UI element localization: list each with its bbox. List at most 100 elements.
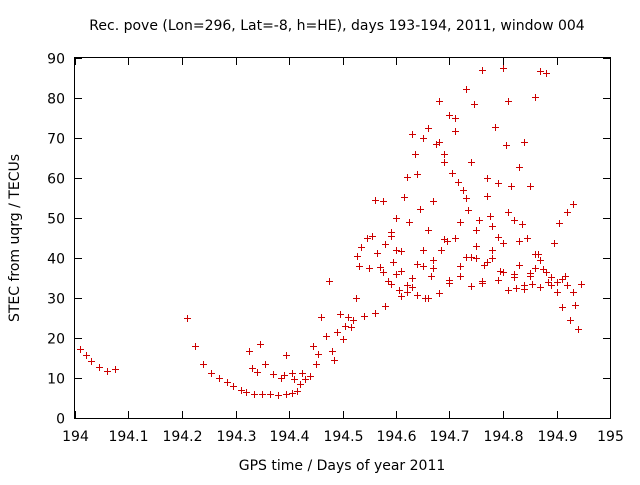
data-point xyxy=(83,352,90,359)
data-point xyxy=(224,379,231,386)
x-tick-label: 194.1 xyxy=(108,429,148,445)
data-point xyxy=(436,139,443,146)
data-point xyxy=(315,351,322,358)
data-point xyxy=(473,227,480,234)
data-point xyxy=(388,281,395,288)
data-point xyxy=(259,391,266,398)
data-point xyxy=(366,265,373,272)
data-point xyxy=(398,293,405,300)
data-point xyxy=(409,275,416,282)
data-point xyxy=(104,368,111,375)
y-tick-label: 0 xyxy=(56,412,65,428)
data-point xyxy=(540,266,547,273)
data-point xyxy=(420,135,427,142)
data-point xyxy=(356,263,363,270)
data-point xyxy=(452,128,459,135)
data-point xyxy=(543,70,550,77)
y-tick-label: 90 xyxy=(47,52,65,68)
data-point xyxy=(283,391,290,398)
data-point xyxy=(559,276,566,283)
data-point xyxy=(473,243,480,250)
data-point xyxy=(457,263,464,270)
data-point xyxy=(243,389,250,396)
data-point xyxy=(441,236,448,243)
data-point xyxy=(364,235,371,242)
data-point xyxy=(468,283,475,290)
data-point xyxy=(511,217,518,224)
x-tick-label: 194.8 xyxy=(483,429,523,445)
data-point xyxy=(455,179,462,186)
data-point xyxy=(412,151,419,158)
data-point xyxy=(513,285,520,292)
data-point xyxy=(489,247,496,254)
data-point xyxy=(516,164,523,171)
x-tick-label: 194 xyxy=(62,429,89,445)
data-point xyxy=(463,254,470,261)
data-point xyxy=(283,352,290,359)
data-point xyxy=(463,86,470,93)
x-axis-label: GPS time / Days of year 2011 xyxy=(239,458,446,474)
data-point xyxy=(441,151,448,158)
data-point xyxy=(457,273,464,280)
data-point xyxy=(404,174,411,181)
data-point xyxy=(334,329,341,336)
data-point xyxy=(524,235,531,242)
data-point xyxy=(479,67,486,74)
data-point xyxy=(112,366,119,373)
data-point xyxy=(369,233,376,240)
data-point xyxy=(430,198,437,205)
data-point xyxy=(500,240,507,247)
data-point xyxy=(313,361,320,368)
data-point xyxy=(465,207,472,214)
data-point xyxy=(420,263,427,270)
data-point xyxy=(489,223,496,230)
data-point xyxy=(382,303,389,310)
data-point xyxy=(532,265,539,272)
x-tick-label: 194.5 xyxy=(323,429,363,445)
y-axis-label: STEC from uqrg / TECUs xyxy=(7,154,23,322)
data-point xyxy=(337,311,344,318)
data-point xyxy=(398,268,405,275)
data-point xyxy=(452,115,459,122)
data-point xyxy=(96,364,103,371)
data-point xyxy=(559,304,566,311)
data-point xyxy=(537,257,544,264)
x-tick-label: 195 xyxy=(597,429,624,445)
data-point xyxy=(452,235,459,242)
data-point xyxy=(393,215,400,222)
data-point xyxy=(436,98,443,105)
data-point xyxy=(425,125,432,132)
data-point xyxy=(414,171,421,178)
data-point xyxy=(537,68,544,75)
data-point xyxy=(511,274,518,281)
data-point xyxy=(500,269,507,276)
data-point xyxy=(390,259,397,266)
data-point xyxy=(492,124,499,131)
data-point xyxy=(230,383,237,390)
data-point xyxy=(508,183,515,190)
x-tick-label: 194.3 xyxy=(216,429,256,445)
x-tick-label: 194.2 xyxy=(162,429,202,445)
data-point xyxy=(307,373,314,380)
data-point xyxy=(192,343,199,350)
y-tick-label: 20 xyxy=(47,332,65,348)
data-point xyxy=(246,348,253,355)
data-point xyxy=(503,142,510,149)
data-point xyxy=(350,317,357,324)
data-point xyxy=(406,219,413,226)
chart-title: Rec. pove (Lon=296, Lat=-8, h=HE), days … xyxy=(89,18,585,34)
data-point xyxy=(289,370,296,377)
data-point xyxy=(414,292,421,299)
data-point xyxy=(564,209,571,216)
data-point xyxy=(548,274,555,281)
data-point xyxy=(554,279,561,286)
data-point xyxy=(382,241,389,248)
data-point xyxy=(425,227,432,234)
data-point xyxy=(404,282,411,289)
data-point xyxy=(329,348,336,355)
data-point xyxy=(208,370,215,377)
data-point xyxy=(484,193,491,200)
data-point xyxy=(251,391,258,398)
data-point xyxy=(249,365,256,372)
